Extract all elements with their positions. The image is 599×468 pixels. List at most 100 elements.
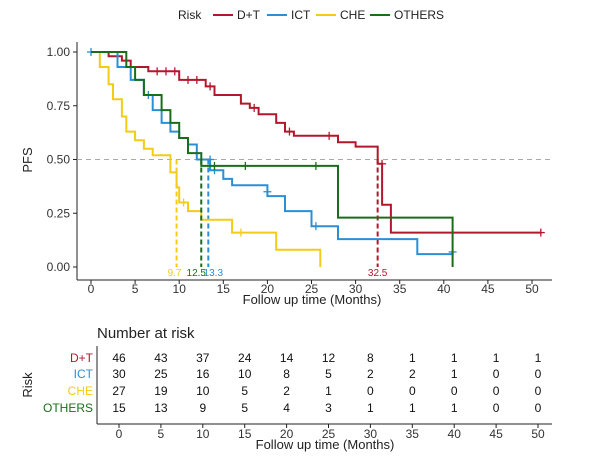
risk-x-tick-label: 0 <box>116 427 123 441</box>
risk-table-x-title: Follow up time (Months) <box>256 437 395 452</box>
risk-cell-d-t: 8 <box>367 351 374 365</box>
x-tick-label: 45 <box>481 282 495 296</box>
risk-cell-che: 0 <box>451 384 458 398</box>
risk-cell-others: 1 <box>451 401 458 415</box>
risk-cell-che: 0 <box>367 384 374 398</box>
censor-mark-d-t <box>325 131 334 140</box>
risk-table-y-title: Risk <box>20 372 35 398</box>
legend-label-others: OTHERS <box>394 8 444 22</box>
censor-mark-ict <box>206 155 215 164</box>
risk-x-tick-label: 50 <box>531 427 545 441</box>
legend-label-dt: D+T <box>237 8 261 22</box>
y-tick-label: 0.00 <box>47 260 71 274</box>
y-tick-label: 0.25 <box>47 206 71 220</box>
censor-mark-d-t <box>206 82 215 91</box>
series-line-others <box>91 51 454 267</box>
risk-cell-che: 0 <box>535 384 542 398</box>
risk-x-tick-label: 10 <box>196 427 210 441</box>
risk-cell-d-t: 24 <box>238 351 252 365</box>
censor-mark-others <box>241 161 250 170</box>
series-line-che <box>91 51 322 267</box>
censor-mark-d-t <box>192 75 201 84</box>
censor-mark-d-t <box>250 103 259 112</box>
x-tick-label: 5 <box>132 282 139 296</box>
risk-cell-ict: 2 <box>367 367 374 381</box>
risk-row-label-d-t: D+T <box>70 351 94 365</box>
censor-mark-others <box>210 161 219 170</box>
median-label-che: 9.7 <box>168 268 182 279</box>
risk-cell-others: 1 <box>409 401 416 415</box>
median-label-others: 12.5 <box>187 268 207 279</box>
risk-cell-ict: 0 <box>493 367 500 381</box>
risk-row-label-che: CHE <box>68 384 93 398</box>
risk-cell-ict: 30 <box>112 367 126 381</box>
y-tick-label: 1.00 <box>47 45 71 59</box>
risk-x-tick-label: 45 <box>489 427 503 441</box>
censor-mark-ict <box>311 222 320 231</box>
censor-mark-che <box>236 228 245 237</box>
risk-cell-d-t: 1 <box>535 351 542 365</box>
legend-label-ict: ICT <box>291 8 311 22</box>
risk-x-tick-label: 40 <box>448 427 462 441</box>
risk-cell-ict: 25 <box>154 367 168 381</box>
legend-item-ict: ICT <box>267 8 311 22</box>
median-label-ict: 13.3 <box>204 268 224 279</box>
x-tick-label: 0 <box>88 282 95 296</box>
risk-cell-che: 10 <box>196 384 210 398</box>
risk-cell-che: 27 <box>112 384 126 398</box>
risk-cell-che: 1 <box>325 384 332 398</box>
plot-layer: 0.00 0.25 0.50 0.75 1.00 0 5 10 15 20 25 30 35 40 45 50… <box>47 45 552 296</box>
y-axis-title: PFS <box>20 147 35 173</box>
legend-title: Risk <box>178 8 202 22</box>
censor-mark-d-t <box>536 228 545 237</box>
risk-table-title: Number at risk <box>97 325 195 342</box>
y-tick-label: 0.50 <box>47 153 71 167</box>
risk-cell-ict: 1 <box>451 367 458 381</box>
risk-cell-che: 0 <box>409 384 416 398</box>
x-tick-label: 10 <box>173 282 187 296</box>
censor-mark-others <box>311 161 320 170</box>
risk-cell-others: 4 <box>283 401 290 415</box>
censor-mark-d-t <box>184 75 193 84</box>
y-tick-label: 0.75 <box>47 99 71 113</box>
legend-item-dt: D+T <box>213 8 261 22</box>
censor-mark-d-t <box>378 159 387 168</box>
legend-label-che: CHE <box>340 8 365 22</box>
risk-cell-d-t: 14 <box>280 351 294 365</box>
legend-item-others: OTHERS <box>370 8 444 22</box>
x-tick-label: 25 <box>305 282 319 296</box>
risk-x-tick-label: 25 <box>322 427 336 441</box>
risk-cell-d-t: 1 <box>493 351 500 365</box>
risk-row-label-others: OTHERS <box>43 401 93 415</box>
x-tick-label: 40 <box>437 282 451 296</box>
risk-cell-ict: 2 <box>409 367 416 381</box>
risk-cell-d-t: 1 <box>451 351 458 365</box>
censor-mark-ict <box>263 187 272 196</box>
risk-cell-ict: 5 <box>325 367 332 381</box>
censor-mark-d-t <box>161 67 170 76</box>
legend: Risk D+T ICT CHE OTHERS <box>178 8 444 22</box>
risk-cell-d-t: 43 <box>154 351 168 365</box>
series-line-d-t <box>91 51 541 234</box>
series-line-ict <box>91 51 454 256</box>
risk-cell-ict: 8 <box>283 367 290 381</box>
risk-table-axes <box>96 346 552 425</box>
risk-x-tick-label: 35 <box>406 427 420 441</box>
risk-cell-d-t: 46 <box>112 351 126 365</box>
x-tick-label: 35 <box>393 282 407 296</box>
risk-cell-others: 1 <box>367 401 374 415</box>
risk-cell-others: 5 <box>241 401 248 415</box>
risk-cell-d-t: 37 <box>196 351 210 365</box>
x-tick-label: 30 <box>349 282 363 296</box>
risk-cell-others: 0 <box>535 401 542 415</box>
risk-cell-d-t: 12 <box>322 351 336 365</box>
risk-x-tick-label: 30 <box>364 427 378 441</box>
censor-mark-d-t <box>285 127 294 136</box>
risk-x-tick-label: 20 <box>280 427 294 441</box>
legend-item-che: CHE <box>316 8 365 22</box>
risk-x-tick-label: 5 <box>158 427 165 441</box>
risk-cell-che: 2 <box>283 384 290 398</box>
